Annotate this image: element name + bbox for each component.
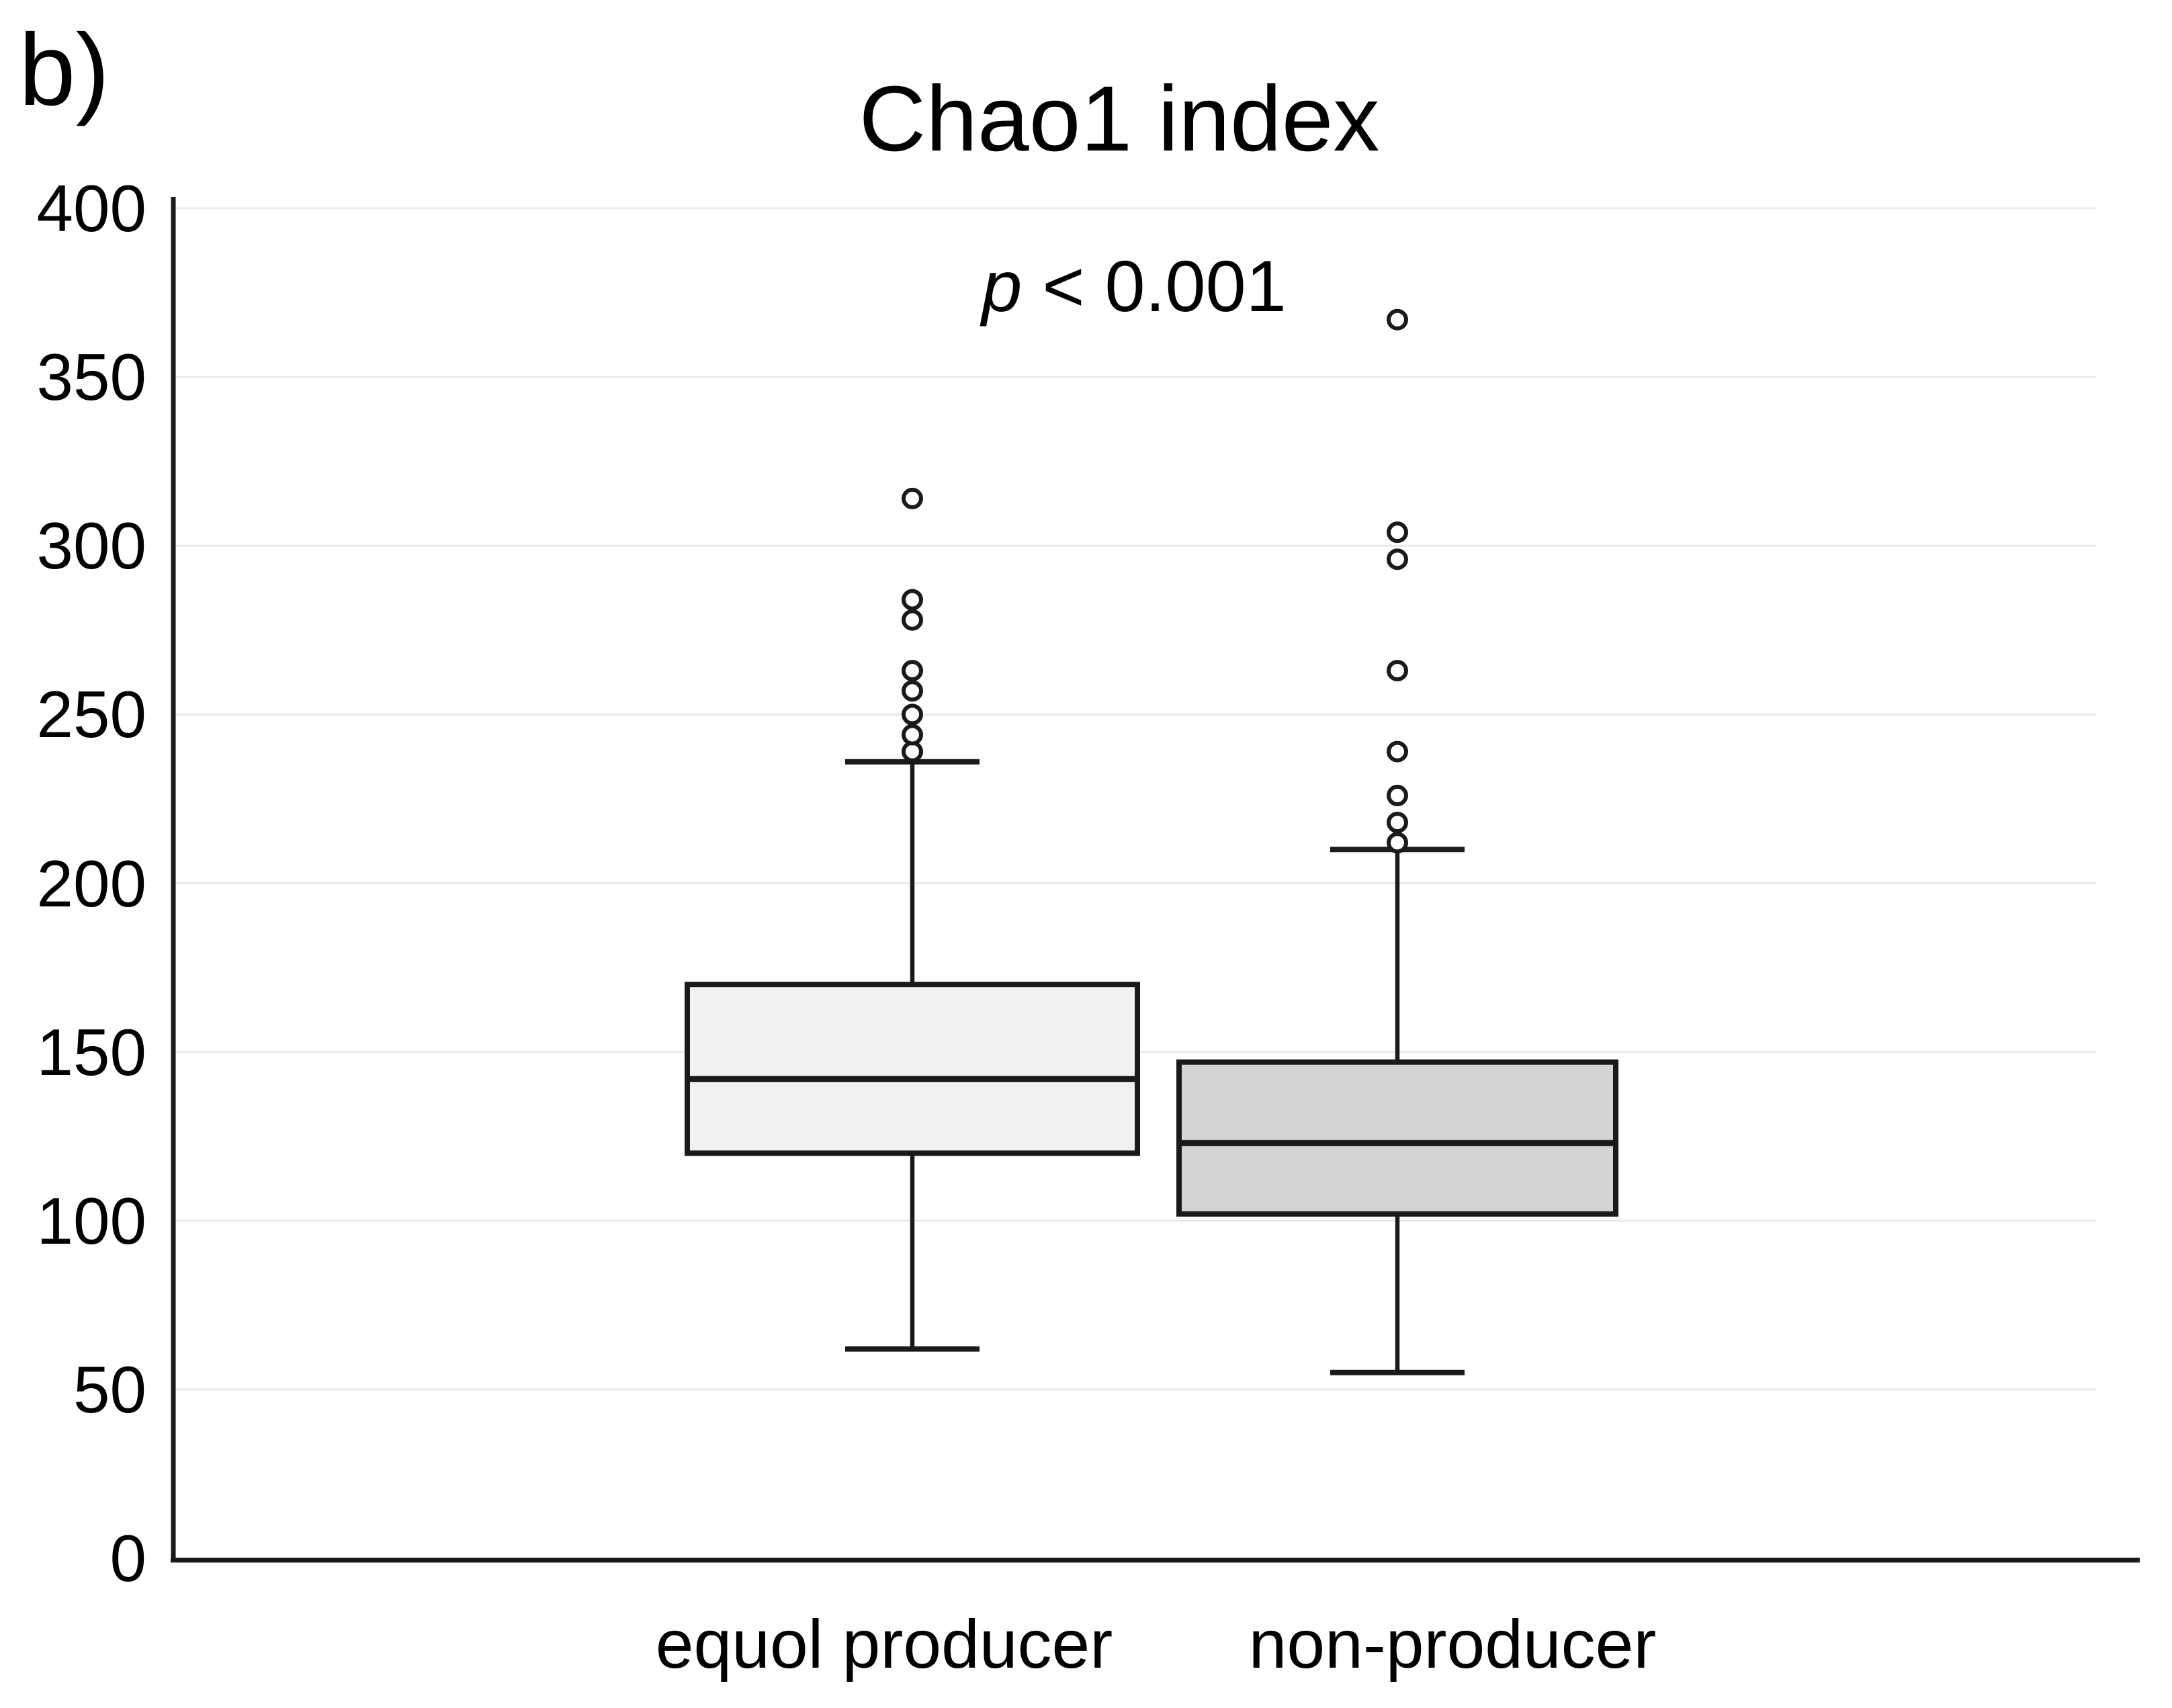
panel-label: b) bbox=[19, 13, 110, 127]
outlier-point-non-producer-367 bbox=[1387, 308, 1408, 331]
box-equol-producer bbox=[685, 982, 1140, 1156]
outlier-point-equol-producer-244 bbox=[902, 724, 923, 746]
outlier-point-non-producer-218 bbox=[1387, 812, 1408, 834]
outlier-point-non-producer-226 bbox=[1387, 784, 1408, 806]
outlier-point-non-producer-304 bbox=[1387, 521, 1408, 544]
p-value-annotation: p < 0.001 bbox=[982, 250, 1286, 323]
x-category-label-equol-producer: equol producer bbox=[655, 1606, 1113, 1682]
y-tick-label-100: 100 bbox=[36, 1183, 146, 1258]
y-tick-label-300: 300 bbox=[36, 509, 146, 583]
y-tick-label-0: 0 bbox=[110, 1521, 146, 1595]
outlier-point-non-producer-212 bbox=[1387, 832, 1408, 854]
outlier-point-equol-producer-284 bbox=[902, 589, 923, 611]
outlier-point-equol-producer-250 bbox=[902, 703, 923, 726]
box-non-producer bbox=[1176, 1059, 1618, 1217]
outlier-point-equol-producer-263 bbox=[902, 660, 923, 682]
p-comparison: < 0.001 bbox=[1022, 245, 1287, 327]
outlier-point-equol-producer-278 bbox=[902, 609, 923, 631]
y-tick-label-150: 150 bbox=[36, 1015, 146, 1089]
outlier-point-equol-producer-239 bbox=[902, 740, 923, 763]
y-tick-label-50: 50 bbox=[73, 1352, 146, 1426]
outlier-point-non-producer-263 bbox=[1387, 660, 1408, 682]
y-tick-label-250: 250 bbox=[36, 677, 146, 752]
outlier-point-equol-producer-314 bbox=[902, 487, 923, 509]
chart-title: Chao1 index bbox=[859, 67, 1380, 171]
outlier-point-equol-producer-257 bbox=[902, 680, 923, 702]
x-category-label-non-producer: non-producer bbox=[1248, 1606, 1657, 1682]
p-variable: p bbox=[982, 245, 1023, 327]
y-tick-label-350: 350 bbox=[36, 340, 146, 415]
y-tick-label-400: 400 bbox=[36, 171, 146, 245]
outlier-point-non-producer-239 bbox=[1387, 740, 1408, 763]
outlier-point-non-producer-296 bbox=[1387, 548, 1408, 570]
y-tick-label-200: 200 bbox=[36, 846, 146, 921]
